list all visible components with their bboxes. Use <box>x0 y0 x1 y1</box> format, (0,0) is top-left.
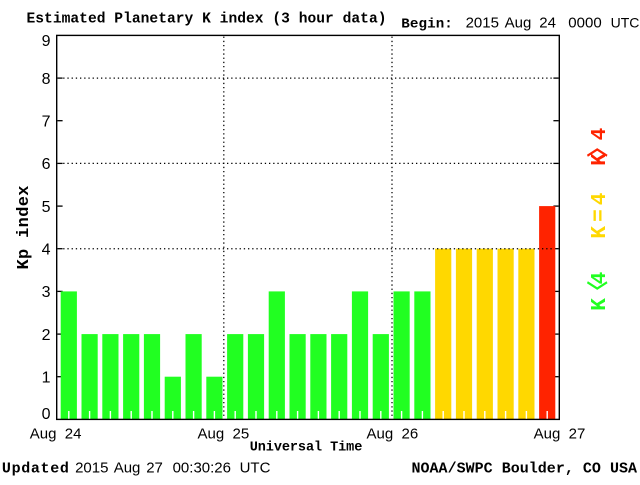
svg-text:Universal Time: Universal Time <box>250 441 363 456</box>
svg-text:4: 4 <box>42 242 51 259</box>
svg-text:K=4: K=4 <box>589 193 612 239</box>
svg-text:2: 2 <box>42 327 51 344</box>
svg-text:Aug 26: Aug 26 <box>367 425 419 442</box>
svg-text:UTC: UTC <box>240 459 271 476</box>
svg-text:K〈4: K〈4 <box>586 272 612 311</box>
svg-text:Kp index: Kp index <box>15 186 34 270</box>
svg-text:Begin:: Begin: <box>401 17 453 33</box>
svg-text:Estimated Planetary K index (3: Estimated Planetary K index (3 hour data… <box>27 12 387 28</box>
svg-text:0: 0 <box>42 406 51 423</box>
svg-text:7: 7 <box>42 114 51 131</box>
svg-text:5: 5 <box>42 199 51 216</box>
svg-text:24: 24 <box>539 15 556 32</box>
svg-text:NOAA/SWPC Boulder, CO USA: NOAA/SWPC Boulder, CO USA <box>412 460 638 477</box>
svg-text:00:30:26: 00:30:26 <box>173 459 231 476</box>
svg-text:2015: 2015 <box>466 15 499 32</box>
svg-text:UTC: UTC <box>611 15 640 31</box>
svg-text:27: 27 <box>146 459 163 476</box>
svg-text:6: 6 <box>42 156 51 173</box>
svg-text:Aug 24: Aug 24 <box>30 425 82 442</box>
svg-text:Updated: Updated <box>2 460 69 477</box>
svg-text:K〉4: K〉4 <box>586 128 612 166</box>
svg-text:8: 8 <box>42 71 51 88</box>
svg-text:0000: 0000 <box>568 15 601 32</box>
svg-text:Aug: Aug <box>114 459 141 476</box>
svg-text:Aug 25: Aug 25 <box>198 425 250 442</box>
svg-text:2015: 2015 <box>75 459 108 476</box>
svg-text:3: 3 <box>42 284 51 301</box>
svg-text:9: 9 <box>42 33 51 50</box>
svg-text:Aug: Aug <box>505 15 532 32</box>
svg-text:1: 1 <box>42 370 51 387</box>
svg-text:Aug 27: Aug 27 <box>534 425 586 442</box>
